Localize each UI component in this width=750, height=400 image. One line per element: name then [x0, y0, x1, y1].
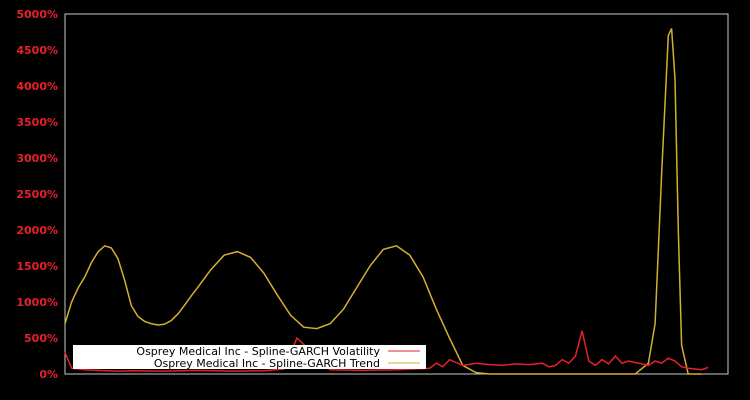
series-lines — [64, 28, 709, 375]
legend-box — [73, 345, 426, 369]
legend: Osprey Medical Inc - Spline-GARCH Volati… — [73, 345, 426, 370]
y-tick-label: 2000% — [16, 224, 58, 237]
y-tick-label: 5000% — [16, 8, 58, 21]
y-axis-ticks: 0% 500% 1000% 1500% 2000% 2500% 3000% 3500% 4000… — [16, 8, 58, 381]
y-tick-label: 2500% — [16, 188, 58, 201]
y-tick-label: 500% — [24, 332, 58, 345]
legend-label-trend: Osprey Medical Inc - Spline-GARCH Trend — [154, 357, 380, 370]
y-tick-label: 1000% — [16, 296, 58, 309]
plot-area — [64, 13, 729, 375]
series-line — [64, 330, 709, 372]
legend-label-volatility: Osprey Medical Inc - Spline-GARCH Volati… — [136, 345, 380, 358]
y-tick-label: 3000% — [16, 152, 58, 165]
y-tick-label: 0% — [39, 368, 58, 381]
y-tick-label: 4500% — [16, 44, 58, 57]
series-line — [64, 28, 702, 375]
y-tick-label: 3500% — [16, 116, 58, 129]
y-tick-label: 1500% — [16, 260, 58, 273]
y-tick-label: 4000% — [16, 80, 58, 93]
